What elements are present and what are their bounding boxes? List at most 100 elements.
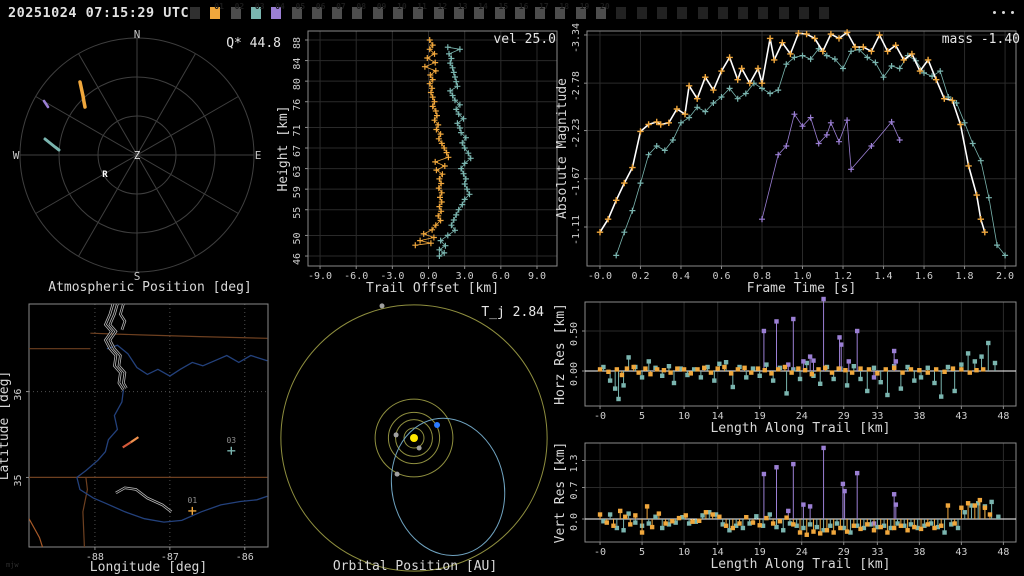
svg-text:10: 10	[678, 547, 690, 558]
dashboard-canvas: NSWEZRAtmospheric Position [deg] -9.0-6.…	[0, 0, 1024, 576]
svg-text:-2.23: -2.23	[571, 118, 582, 148]
station-chip[interactable]	[190, 5, 204, 23]
station-chip[interactable]	[677, 5, 691, 23]
svg-text:0.0: 0.0	[569, 513, 580, 531]
svg-text:63: 63	[292, 166, 303, 178]
station-chip[interactable]	[718, 5, 732, 23]
station-chip[interactable]	[799, 5, 813, 23]
station-chip-08[interactable]: 08	[352, 5, 366, 23]
tisserand-value: T_j 2.84	[481, 305, 544, 320]
svg-text:36: 36	[13, 389, 24, 401]
corner-watermark: mjw	[6, 561, 19, 569]
svg-text:35: 35	[13, 474, 24, 486]
svg-text:W: W	[13, 149, 20, 162]
fit-line	[600, 32, 985, 232]
svg-text:5: 5	[639, 411, 645, 422]
horizontal-residuals-panel: -051014192429333843480.000.50Length Alon…	[553, 297, 1016, 436]
svg-text:67: 67	[292, 145, 303, 157]
station-chip-12[interactable]: 12	[434, 5, 448, 23]
svg-text:1.6: 1.6	[915, 271, 933, 282]
utc-timestamp: 20251024 07:15:29 UTC	[8, 5, 189, 21]
station-chip[interactable]	[698, 5, 712, 23]
station-chip-17[interactable]: 17	[535, 5, 549, 23]
svg-text:Length Along Trail [km]: Length Along Trail [km]	[710, 421, 890, 436]
station-chip-20[interactable]: 20	[596, 5, 610, 23]
svg-text:03: 03	[226, 436, 236, 445]
station-chip-02[interactable]: 02	[231, 5, 245, 23]
light-curve-panel: -0.00.20.40.60.81.01.21.41.61.82.0-3.34-…	[555, 23, 1016, 296]
polar-trail-purple	[44, 101, 48, 107]
svg-text:Vert Res [km]: Vert Res [km]	[553, 442, 568, 544]
svg-text:5: 5	[639, 547, 645, 558]
polar-trail-teal	[45, 139, 59, 150]
svg-text:1.8: 1.8	[956, 271, 974, 282]
station-chip-18[interactable]: 18	[555, 5, 569, 23]
svg-text:Length Along Trail [km]: Length Along Trail [km]	[710, 557, 890, 572]
polar-trail-orange	[80, 82, 85, 107]
svg-text:88: 88	[292, 37, 303, 49]
svg-text:59: 59	[292, 186, 303, 198]
svg-text:-0.0: -0.0	[588, 271, 612, 282]
svg-text:-6.0: -6.0	[344, 271, 368, 282]
svg-text:-86: -86	[236, 552, 254, 563]
station-chip-15[interactable]: 15	[495, 5, 509, 23]
svg-text:-2.78: -2.78	[571, 71, 582, 101]
svg-text:0.4: 0.4	[672, 271, 690, 282]
svg-text:-0: -0	[594, 411, 606, 422]
top-bar: 20251024 07:15:29 UTC 01 02 03 04 05 06 07 08 09…	[0, 0, 1024, 28]
station-chip-05[interactable]: 05	[292, 5, 306, 23]
station-chip-03[interactable]: 03	[251, 5, 265, 23]
station-chip-14[interactable]: 14	[474, 5, 488, 23]
svg-text:76: 76	[292, 99, 303, 111]
svg-text:Z: Z	[134, 149, 141, 162]
mars-dot	[395, 472, 400, 477]
svg-text:Absolute Magnitude: Absolute Magnitude	[555, 78, 570, 219]
earth-dot	[434, 422, 440, 428]
station-chip[interactable]	[738, 5, 752, 23]
station-chip-16[interactable]: 16	[515, 5, 529, 23]
station-chip-11[interactable]: 11	[413, 5, 427, 23]
svg-text:71: 71	[292, 124, 303, 136]
atmospheric-position-panel: NSWEZRAtmospheric Position [deg]	[13, 28, 262, 295]
station-chip-01[interactable]: 01	[210, 5, 224, 23]
station-chip-06[interactable]: 06	[312, 5, 326, 23]
svg-text:Atmospheric Position [deg]: Atmospheric Position [deg]	[48, 280, 252, 295]
station-chip-10[interactable]: 10	[393, 5, 407, 23]
svg-text:-1.11: -1.11	[571, 215, 582, 245]
station-chip[interactable]	[657, 5, 671, 23]
velocity-value: vel 25.0	[493, 32, 556, 47]
station-chip-04[interactable]: 04	[271, 5, 285, 23]
overflow-menu-icon[interactable]	[993, 11, 1014, 14]
station-chip-13[interactable]: 13	[454, 5, 468, 23]
svg-text:48: 48	[997, 547, 1009, 558]
ground-map-panel: -88-87-863536Longitude [deg]Latitude [de…	[0, 304, 268, 575]
svg-text:38: 38	[913, 547, 925, 558]
sun-dot	[410, 434, 418, 442]
station-chip[interactable]	[616, 5, 630, 23]
svg-text:Frame Time [s]: Frame Time [s]	[747, 281, 857, 296]
svg-text:E: E	[255, 149, 262, 162]
mass-value: mass -1.40	[942, 32, 1020, 47]
svg-text:10: 10	[678, 411, 690, 422]
orbital-position-panel: Orbital Position [AU]	[281, 303, 547, 574]
svg-text:1.3: 1.3	[569, 454, 580, 472]
svg-text:0.2: 0.2	[631, 271, 649, 282]
svg-text:43: 43	[955, 547, 967, 558]
svg-text:43: 43	[955, 411, 967, 422]
meteor-analysis-dashboard: 20251024 07:15:29 UTC 01 02 03 04 05 06 07 08 09…	[0, 0, 1024, 576]
station-chip[interactable]	[819, 5, 833, 23]
svg-text:38: 38	[913, 411, 925, 422]
station-chip[interactable]	[637, 5, 651, 23]
station-chip-07[interactable]: 07	[332, 5, 346, 23]
station-chip-09[interactable]: 09	[373, 5, 387, 23]
station-chip-19[interactable]: 19	[576, 5, 590, 23]
svg-text:-0: -0	[594, 547, 606, 558]
svg-text:Longitude [deg]: Longitude [deg]	[90, 560, 207, 575]
svg-text:55: 55	[292, 207, 303, 219]
svg-text:-1.67: -1.67	[571, 167, 582, 197]
vertical-residuals-panel: -051014192429333843480.00.71.3Length Alo…	[553, 442, 1016, 572]
svg-text:2.0: 2.0	[996, 271, 1014, 282]
svg-text:48: 48	[997, 411, 1009, 422]
station-chip[interactable]	[758, 5, 772, 23]
station-chip[interactable]	[779, 5, 793, 23]
